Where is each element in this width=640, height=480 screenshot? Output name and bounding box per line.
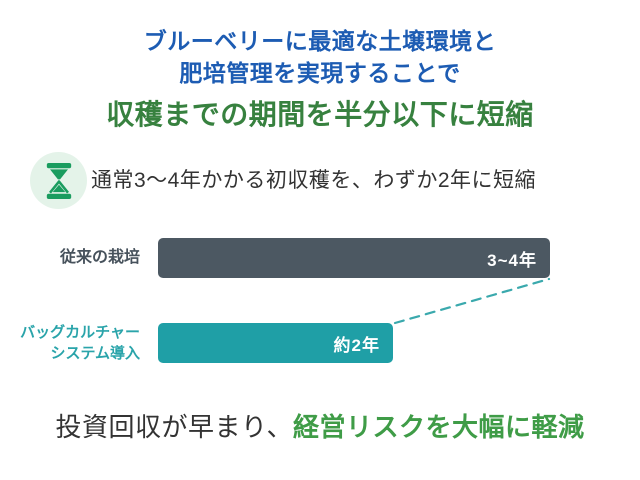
bar-conventional: 3~4年 bbox=[158, 238, 550, 278]
bar-label-bagculture-line-2: システム導入 bbox=[50, 345, 140, 362]
page-title: 収穫までの期間を半分以下に短縮 bbox=[106, 99, 534, 130]
bar-bagculture: 約2年 bbox=[158, 323, 393, 363]
footer-text-highlight: 経営リスクを大幅に軽減 bbox=[292, 412, 585, 442]
lead-text: ブルーベリーに最適な土壌環境と 肥培管理を実現することで bbox=[0, 25, 640, 89]
highlight-text: 通常3〜4年かかる初収穫を、わずか2年に短縮 bbox=[91, 169, 537, 192]
footer-message: 投資回収が早まり、経営リスクを大幅に軽減 bbox=[0, 409, 640, 445]
bar-value-conventional: 3~4年 bbox=[487, 250, 537, 270]
hourglass-icon bbox=[46, 162, 72, 199]
reduction-connector-dashed-line bbox=[393, 277, 551, 325]
bar-label-bagculture: バッグカルチャー システム導入 bbox=[0, 321, 140, 365]
bar-label-bagculture-line-1: バッグカルチャー bbox=[20, 324, 140, 341]
footer-text-normal: 投資回収が早まり、 bbox=[55, 412, 293, 442]
hourglass-badge bbox=[30, 152, 87, 209]
bar-value-bagculture: 約2年 bbox=[333, 335, 380, 355]
lead-line-2: 肥培管理を実現することで bbox=[179, 60, 461, 86]
lead-line-1: ブルーベリーに最適な土壌環境と bbox=[143, 28, 497, 54]
bar-label-conventional: 従来の栽培 bbox=[59, 249, 140, 266]
